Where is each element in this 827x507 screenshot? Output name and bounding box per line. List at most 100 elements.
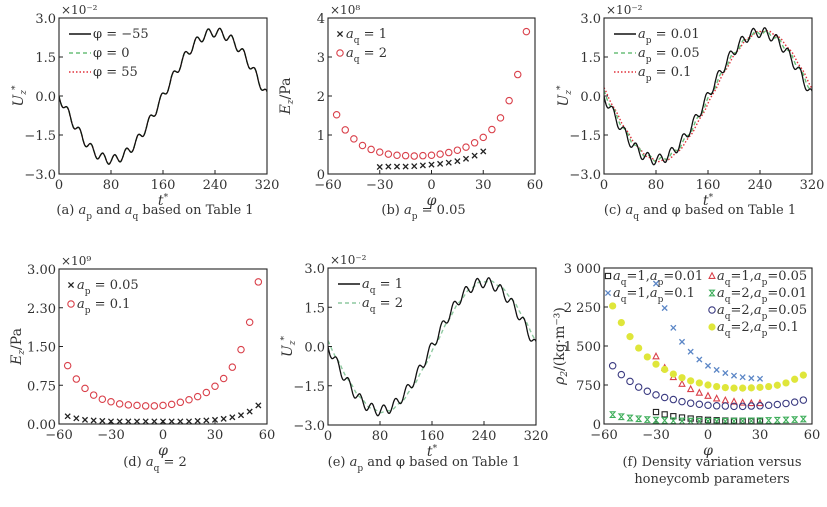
y-tick-label: −3.0: [569, 168, 601, 183]
data-point: [116, 418, 123, 424]
x-tick-label: 320: [255, 178, 280, 193]
data-point: [635, 415, 643, 423]
data-point: [799, 396, 808, 404]
data-point: [661, 417, 669, 424]
data-point: [159, 418, 167, 424]
data-point: [237, 345, 245, 354]
data-point: [219, 374, 228, 383]
y-tick-label: 750: [576, 379, 601, 394]
y-axis-label: Uz*: [556, 85, 574, 107]
x-tick-label: 0: [55, 178, 63, 193]
y-tick-label: 2 250: [564, 301, 601, 316]
data-point: [608, 362, 617, 370]
data-point: [332, 110, 341, 119]
data-point: [799, 415, 807, 423]
y-tick-label: 3.0: [580, 12, 601, 27]
panel-d: −60 −30 0 30 60 0.00 0.75 1.50 2.30 3.00 ×10⁹ φ Ez/P…: [9, 254, 275, 474]
data-point: [652, 280, 660, 287]
data-point: [384, 150, 393, 158]
data-point: [437, 160, 444, 167]
data-point: [738, 398, 747, 406]
panel-c: 0 80 160 240 320 −3.0 −1.5 0.0 1.5 3.0 ×10⁻² t* Uz* a…: [556, 3, 824, 222]
x-tick-label: 60: [527, 178, 544, 193]
data-point: [90, 417, 97, 424]
data-point: [661, 365, 669, 373]
axis-multiplier: ×10⁻²: [61, 3, 98, 17]
y-tick-label: 1 500: [564, 340, 601, 355]
y-tick-label: 0.0: [580, 90, 601, 105]
data-point: [141, 402, 150, 410]
data-point: [713, 417, 721, 424]
legend-label: aq=2,ap=0.05: [717, 303, 807, 322]
data-point: [713, 417, 720, 424]
data-point: [419, 162, 426, 169]
x-tick-label: 160: [151, 178, 176, 193]
legend-marker: [708, 271, 716, 279]
legend-label: aq = 1: [346, 27, 387, 46]
x-tick-label: 30: [207, 428, 224, 443]
panel-caption: (a) ap and aq based on Table 1: [56, 203, 253, 222]
legend-label: aq=1,ap=0.1: [613, 286, 695, 305]
data-point: [661, 411, 668, 418]
data-point: [643, 387, 652, 395]
data-point: [376, 163, 383, 171]
legend-label: aq=2,ap=0.1: [717, 320, 799, 339]
data-point: [678, 397, 686, 406]
data-point: [721, 417, 729, 424]
data-point: [81, 416, 89, 423]
series-line: [604, 30, 812, 163]
panel-caption: (e) ap and φ based on Table 1: [328, 455, 521, 474]
data-point: [799, 371, 807, 379]
axis-multiplier: ×10⁸: [330, 3, 360, 17]
data-point: [462, 155, 470, 162]
plot-area: [63, 278, 263, 424]
legend-label: φ = −55: [93, 27, 149, 42]
y-tick-label: −1.5: [569, 129, 601, 144]
x-tick-label: 0: [159, 428, 167, 443]
data-point: [678, 379, 686, 387]
series-line: [604, 30, 812, 163]
data-point: [617, 319, 625, 327]
data-point: [142, 418, 149, 424]
data-point: [686, 384, 695, 393]
x-tick-label: 160: [696, 178, 721, 193]
data-point: [739, 374, 746, 381]
data-point: [756, 383, 764, 391]
panel-f: −60 −30 0 30 60 0 750 1 500 2 250 3 000 φ ρ2/(kg·m⁻…: [552, 262, 820, 487]
legend-label: aq = 1: [362, 277, 403, 296]
data-point: [194, 417, 201, 424]
x-tick-label: 80: [372, 429, 389, 444]
plot-frame: [58, 268, 268, 425]
data-point: [704, 417, 712, 424]
data-point: [375, 148, 384, 156]
x-tick-label: 60: [259, 428, 276, 443]
data-point: [696, 356, 703, 363]
data-point: [635, 344, 643, 352]
data-point: [721, 384, 729, 392]
data-point: [695, 379, 703, 387]
plot-area: [328, 277, 536, 417]
legend-marker: [67, 281, 75, 289]
x-tick-label: 0: [427, 178, 435, 193]
data-point: [393, 163, 401, 170]
data-point: [245, 318, 254, 326]
data-point: [695, 388, 704, 396]
legend-label: aq = 2: [346, 46, 387, 65]
y-axis-label: Ez/Pa: [278, 78, 296, 116]
data-point: [115, 400, 124, 408]
data-point: [436, 150, 444, 158]
data-point: [125, 418, 132, 424]
data-point: [89, 391, 98, 399]
data-point: [626, 377, 634, 386]
data-point: [660, 393, 669, 402]
data-point: [177, 418, 184, 424]
legend-marker: [336, 30, 344, 38]
legend-label: φ = 55: [93, 65, 138, 80]
data-point: [704, 391, 712, 399]
y-tick-label: −1.5: [24, 129, 56, 144]
x-tick-label: 240: [748, 178, 773, 193]
data-point: [427, 151, 436, 160]
legend-label: ap = 0.05: [77, 278, 139, 297]
data-point: [773, 381, 781, 389]
data-point: [454, 158, 461, 165]
